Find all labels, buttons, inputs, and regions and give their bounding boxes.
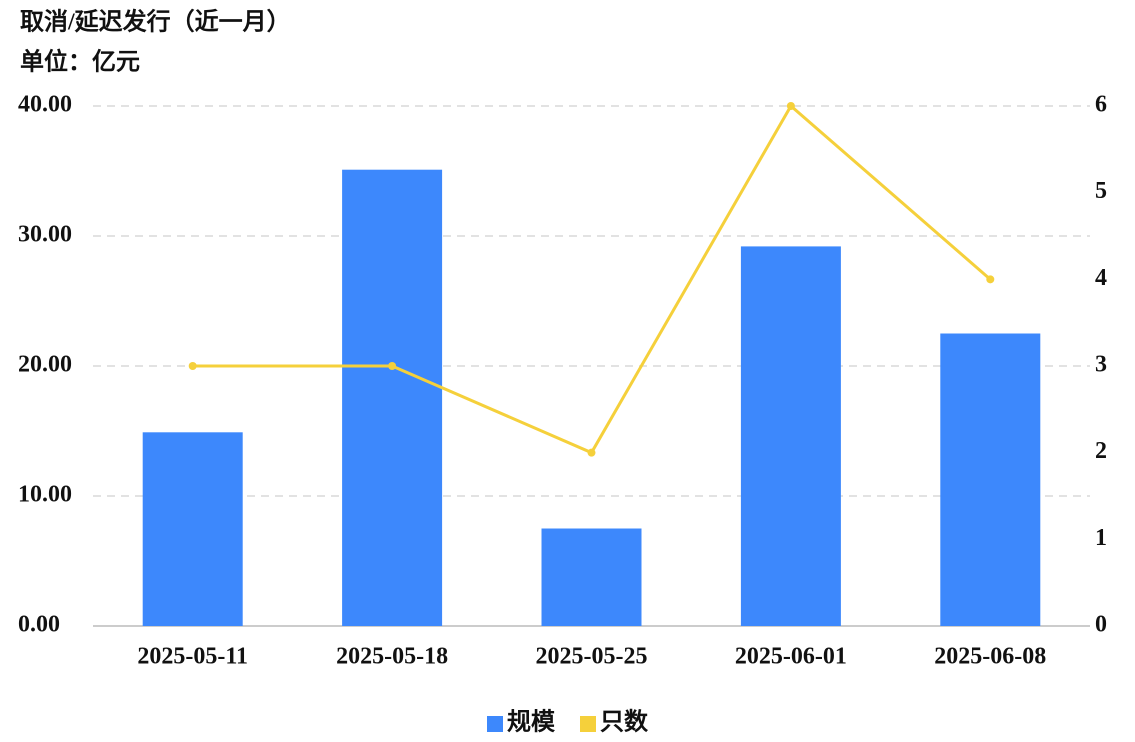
line-point (587, 448, 596, 457)
y-tick-label: 30.00 (18, 222, 72, 248)
line (192, 103, 992, 455)
legend-label: 规模 (507, 709, 556, 736)
line-point (388, 362, 397, 370)
y2-tick-label: 4 (1095, 265, 1107, 291)
y-tick-label: 0.00 (18, 612, 60, 638)
chart-title: 取消/延迟发行（近一月） (20, 8, 291, 36)
line-point (786, 102, 795, 110)
bar (940, 333, 1041, 626)
y-tick-label: 40.00 (18, 92, 72, 118)
y2-tick-label: 6 (1095, 92, 1107, 118)
x-tick-label: 2025-06-01 (735, 644, 847, 670)
x-tick-label: 2025-05-18 (336, 644, 448, 670)
x-tick-label: 2025-05-11 (137, 644, 248, 670)
legend-swatch (487, 716, 503, 732)
x-tick-label: 2025-05-25 (536, 644, 648, 670)
bar (342, 169, 443, 626)
legend-swatch (580, 716, 596, 732)
y2-tick-label: 1 (1095, 525, 1107, 551)
line-point (188, 362, 197, 370)
chart-subtitle: 单位：亿元 (20, 48, 140, 76)
line-point (986, 275, 995, 284)
y2-tick-label: 0 (1095, 612, 1107, 638)
bar (740, 246, 841, 626)
y-tick-label: 20.00 (18, 352, 72, 378)
y2-tick-label: 5 (1095, 178, 1107, 204)
bar (142, 432, 243, 626)
x-tick-label: 2025-06-08 (934, 644, 1046, 670)
y2-tick-label: 3 (1095, 352, 1107, 378)
bar (541, 528, 642, 626)
y2-tick-label: 2 (1095, 438, 1107, 464)
y-tick-label: 10.00 (18, 482, 72, 508)
legend-label: 只数 (600, 709, 649, 736)
